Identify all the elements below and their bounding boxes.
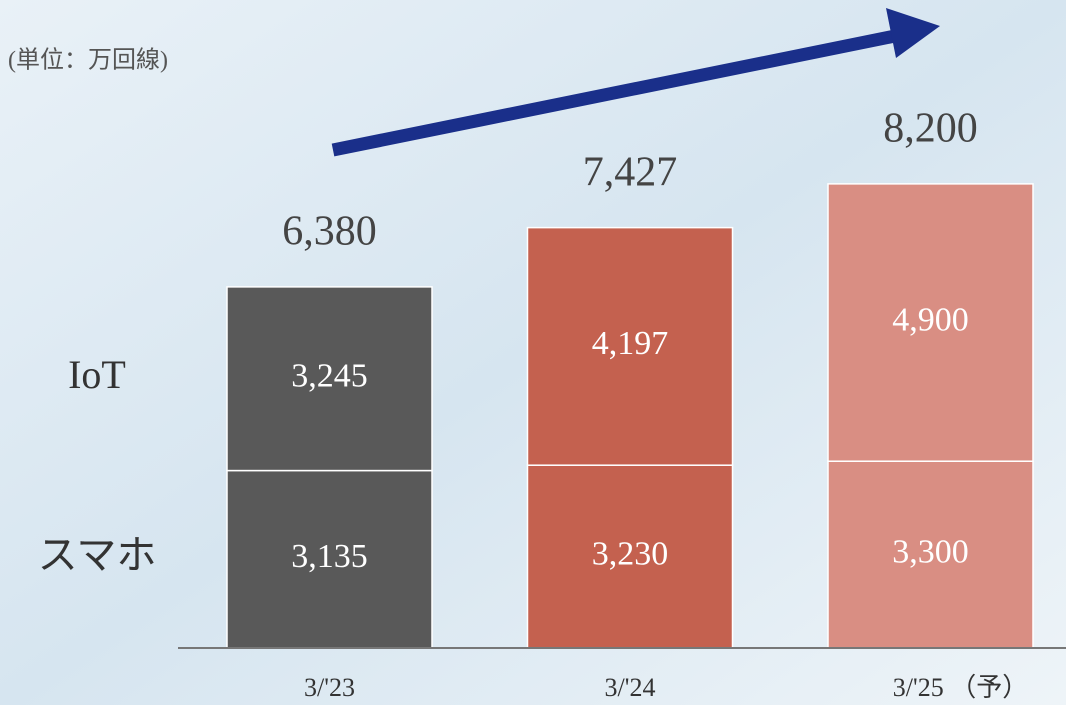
segment-label: 3,230: [592, 535, 669, 572]
series-label: IoT: [68, 352, 126, 397]
segment-label: 3,245: [291, 358, 368, 395]
x-tick-label: 3/'25 （予）: [893, 673, 1028, 702]
unit-label: (単位：万回線): [8, 47, 168, 74]
segment-label: 3,135: [291, 538, 368, 575]
segment-label: 3,300: [892, 533, 969, 570]
total-label: 7,427: [583, 149, 678, 195]
total-label: 6,380: [282, 209, 377, 255]
segment-label: 4,197: [592, 325, 669, 362]
x-tick-label: 3/'23: [304, 673, 355, 702]
x-tick-label: 3/'24: [605, 673, 656, 702]
chart: (単位：万回線) 3,135 スマホ 3,245 IoT 6,380 3/'23 3,230…: [0, 0, 1066, 705]
page: {"chart_data": { "type": "bar", "stacked…: [0, 0, 1066, 705]
total-label: 8,200: [883, 106, 978, 152]
segment-label: 4,900: [892, 301, 969, 338]
series-label: スマホ: [38, 532, 157, 577]
